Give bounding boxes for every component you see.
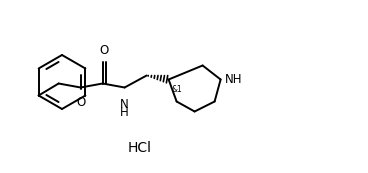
Text: O: O	[76, 97, 85, 110]
Text: O: O	[99, 43, 109, 57]
Text: HCl: HCl	[128, 141, 152, 155]
Text: NH: NH	[224, 73, 242, 86]
Text: H: H	[120, 106, 129, 119]
Text: &1: &1	[171, 85, 183, 94]
Text: N: N	[120, 98, 129, 111]
